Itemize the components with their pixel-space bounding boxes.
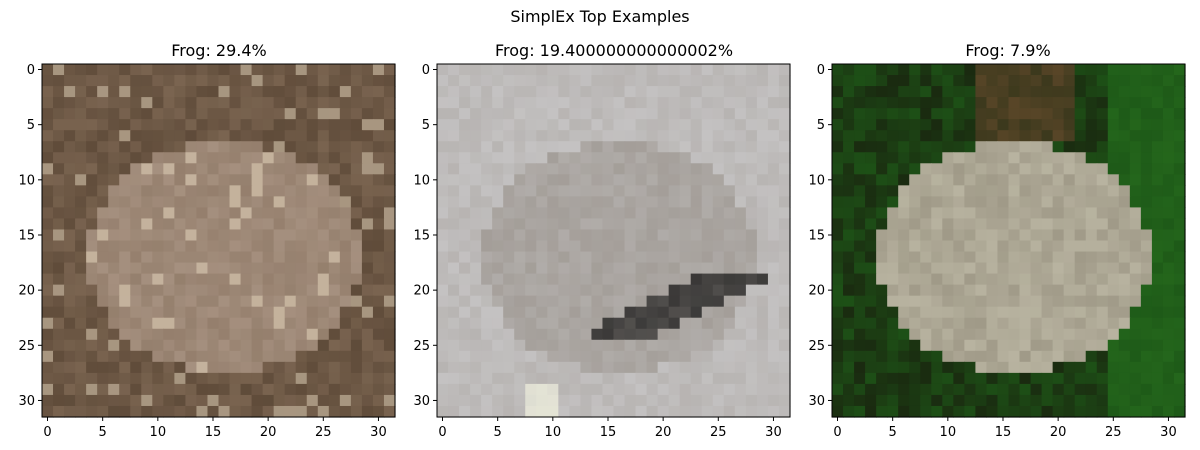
x-tick-label: 20 <box>1050 425 1067 440</box>
y-tick-label: 10 <box>413 173 430 188</box>
y-tick-label: 5 <box>817 118 825 133</box>
x-tick-label: 5 <box>99 425 107 440</box>
x-axis: 0 5 10 15 20 25 30 <box>833 417 1177 440</box>
y-tick-label: 5 <box>422 118 430 133</box>
axes-frame <box>436 63 791 418</box>
axes-frame <box>41 63 396 418</box>
x-tick-label: 0 <box>43 425 51 440</box>
y-tick-label: 25 <box>413 339 430 354</box>
y-tick-label: 25 <box>18 339 35 354</box>
frog-image <box>42 64 396 418</box>
x-tick-label: 30 <box>370 425 387 440</box>
y-tick-label: 15 <box>413 228 430 243</box>
x-tick-label: 20 <box>655 425 672 440</box>
frog-image <box>832 64 1186 418</box>
x-tick-label: 25 <box>710 425 727 440</box>
panel-title: Frog: 29.4% <box>171 41 267 60</box>
y-tick-label: 0 <box>817 63 825 78</box>
frog-image <box>437 64 791 418</box>
y-tick-label: 10 <box>808 173 825 188</box>
x-tick-label: 10 <box>545 425 562 440</box>
x-axis: 0 5 10 15 20 25 30 <box>43 417 387 440</box>
x-tick-label: 15 <box>600 425 617 440</box>
y-tick-label: 15 <box>808 228 825 243</box>
panel-frog-green: Frog: 7.9% 0 5 10 15 20 25 30 0 5 10 15 20 25 30 <box>808 41 1186 440</box>
panel-title: Frog: 19.400000000000002% <box>495 41 733 60</box>
x-tick-label: 20 <box>260 425 277 440</box>
y-tick-label: 25 <box>808 339 825 354</box>
y-tick-label: 10 <box>18 173 35 188</box>
x-tick-label: 5 <box>889 425 897 440</box>
y-axis: 0 5 10 15 20 25 30 <box>808 63 832 409</box>
y-tick-label: 0 <box>422 63 430 78</box>
panel-frog-brown: Frog: 29.4% 0 5 10 15 20 25 30 0 5 10 15 20 25 30 <box>18 41 396 440</box>
panel-frog-gray: Frog: 19.400000000000002% 0 5 10 15 20 25 30 0… <box>413 41 791 440</box>
y-tick-label: 20 <box>18 284 35 299</box>
x-tick-label: 10 <box>940 425 957 440</box>
x-tick-label: 10 <box>150 425 167 440</box>
y-tick-label: 30 <box>18 394 35 409</box>
y-tick-label: 0 <box>27 63 35 78</box>
y-tick-label: 30 <box>413 394 430 409</box>
figure-suptitle: SimplEx Top Examples <box>510 7 690 26</box>
y-tick-label: 20 <box>413 284 430 299</box>
x-tick-label: 0 <box>833 425 841 440</box>
x-tick-label: 15 <box>995 425 1012 440</box>
x-tick-label: 25 <box>1105 425 1122 440</box>
y-tick-label: 15 <box>18 228 35 243</box>
axes-frame <box>831 63 1186 418</box>
y-tick-label: 20 <box>808 284 825 299</box>
x-tick-label: 25 <box>315 425 332 440</box>
y-axis: 0 5 10 15 20 25 30 <box>18 63 42 409</box>
y-tick-label: 30 <box>808 394 825 409</box>
x-axis: 0 5 10 15 20 25 30 <box>438 417 782 440</box>
x-tick-label: 5 <box>494 425 502 440</box>
y-tick-label: 5 <box>27 118 35 133</box>
x-tick-label: 15 <box>205 425 222 440</box>
y-axis: 0 5 10 15 20 25 30 <box>413 63 437 409</box>
panel-title: Frog: 7.9% <box>965 41 1050 60</box>
x-tick-label: 0 <box>438 425 446 440</box>
x-tick-label: 30 <box>765 425 782 440</box>
x-tick-label: 30 <box>1160 425 1177 440</box>
